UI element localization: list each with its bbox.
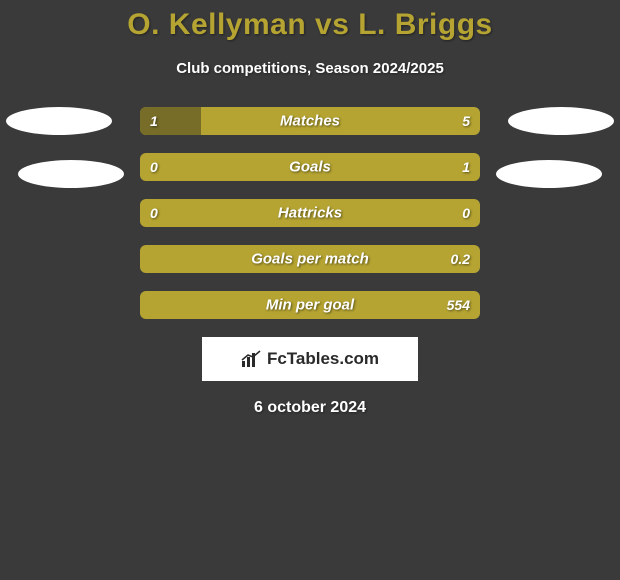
logo-text: FcTables.com — [267, 349, 379, 369]
comparison-container: O. Kellyman vs L. Briggs Club competitio… — [0, 0, 620, 417]
stat-label: Matches — [280, 113, 340, 130]
chart-icon — [241, 350, 263, 368]
stat-value-left: 1 — [150, 113, 158, 129]
page-title: O. Kellyman vs L. Briggs — [0, 8, 620, 42]
player-left-badge-1 — [6, 107, 112, 135]
stat-rows: 1 Matches 5 0 Goals 1 0 Hattricks 0 Goals per mat… — [140, 107, 480, 319]
stat-label: Hattricks — [278, 205, 342, 222]
stat-value-left: 0 — [150, 205, 158, 221]
player-right-badge-2 — [496, 160, 602, 188]
stat-row: Goals per match 0.2 — [140, 245, 480, 273]
site-logo: FcTables.com — [202, 337, 418, 381]
logo-content: FcTables.com — [241, 349, 379, 369]
stat-value-right: 0.2 — [451, 251, 470, 267]
chart-area: 1 Matches 5 0 Goals 1 0 Hattricks 0 Goals per mat… — [0, 107, 620, 319]
stat-value-left: 0 — [150, 159, 158, 175]
stat-value-right: 554 — [447, 297, 470, 313]
date-label: 6 october 2024 — [0, 399, 620, 417]
stat-row: 0 Goals 1 — [140, 153, 480, 181]
stat-label: Goals — [289, 159, 331, 176]
player-right-badge-1 — [508, 107, 614, 135]
stat-row: 0 Hattricks 0 — [140, 199, 480, 227]
stat-label: Min per goal — [266, 297, 354, 314]
stat-value-right: 1 — [462, 159, 470, 175]
stat-value-right: 0 — [462, 205, 470, 221]
stat-value-right: 5 — [462, 113, 470, 129]
subtitle: Club competitions, Season 2024/2025 — [0, 60, 620, 77]
player-left-badge-2 — [18, 160, 124, 188]
stat-row: Min per goal 554 — [140, 291, 480, 319]
stat-label: Goals per match — [251, 251, 369, 268]
stat-row: 1 Matches 5 — [140, 107, 480, 135]
